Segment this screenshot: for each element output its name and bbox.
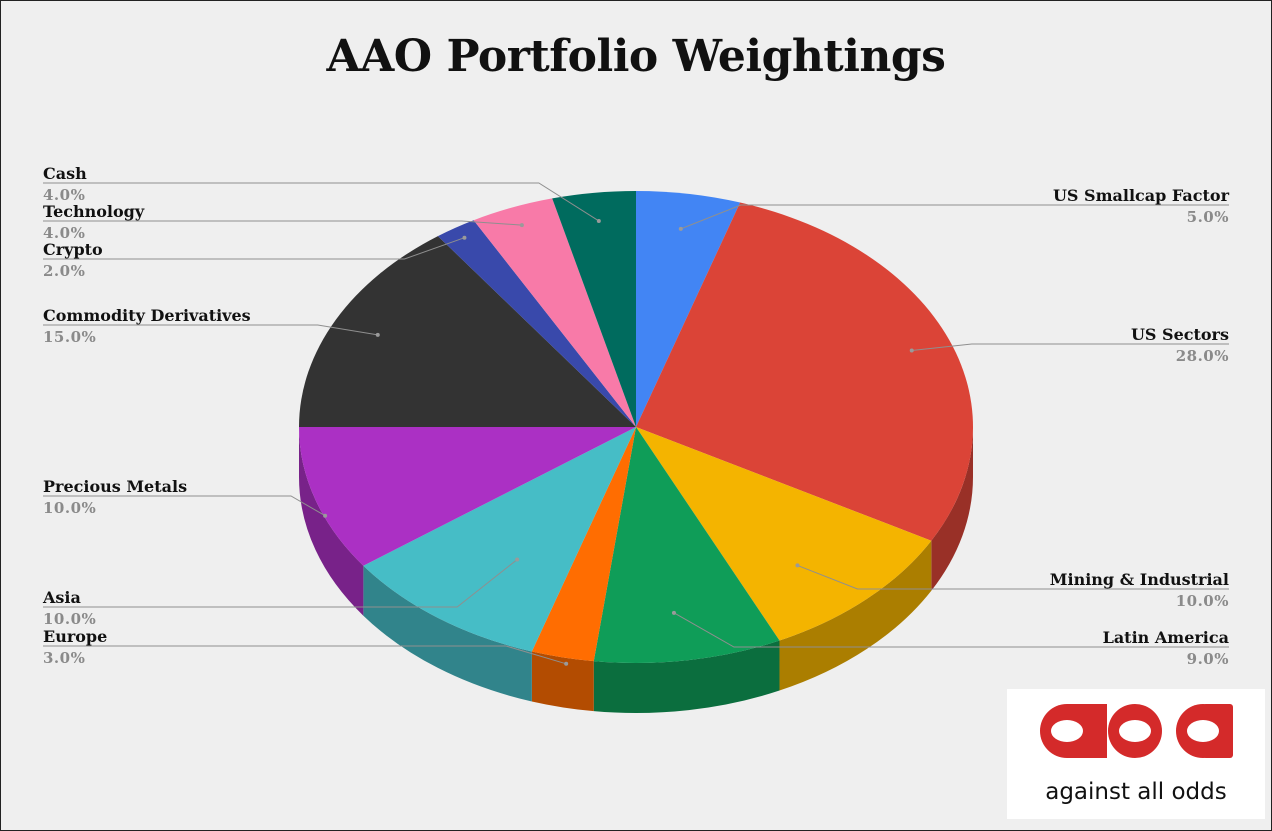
label-technology: Technology xyxy=(43,202,145,221)
label-crypto: Crypto xyxy=(43,240,103,259)
value-precious-metals: 10.0% xyxy=(43,499,96,517)
slice-side-precious-metals xyxy=(299,427,364,616)
slice-precious-metals[interactable] xyxy=(299,427,636,566)
slice-side-europe xyxy=(531,651,594,712)
slice-crypto[interactable] xyxy=(437,220,636,427)
leader-line-latin-america xyxy=(673,612,1229,648)
slice-side-us-sectors xyxy=(931,427,973,591)
value-us-sectors: 28.0% xyxy=(1176,347,1229,365)
label-commodity-derivatives: Commodity Derivatives xyxy=(43,306,251,325)
leader-line-cash xyxy=(43,182,600,222)
leader-line-technology xyxy=(43,220,522,226)
leader-dot-precious-metals xyxy=(323,513,328,518)
leader-line-commodity-derivatives xyxy=(43,324,378,336)
leader-line-europe xyxy=(43,645,567,665)
label-europe: Europe xyxy=(43,627,107,646)
slice-technology[interactable] xyxy=(473,198,636,427)
aao-logo: against all odds xyxy=(1007,689,1265,819)
value-asia: 10.0% xyxy=(43,610,96,628)
leader-dot-latin-america xyxy=(671,610,676,615)
leader-dot-europe xyxy=(564,661,569,666)
label-asia: Asia xyxy=(42,588,81,607)
value-latin-america: 9.0% xyxy=(1187,650,1229,668)
value-us-smallcap-factor: 5.0% xyxy=(1187,208,1229,226)
leader-line-precious-metals xyxy=(43,495,326,517)
leader-dot-cash xyxy=(596,218,601,223)
slice-side-latin-america xyxy=(593,640,780,713)
label-cash: Cash xyxy=(43,164,87,183)
value-europe: 3.0% xyxy=(43,649,85,667)
leader-line-crypto xyxy=(43,237,465,260)
leader-dot-us-sectors xyxy=(909,348,914,353)
label-latin-america: Latin America xyxy=(1103,628,1229,647)
label-mining-industrial: Mining & Industrial xyxy=(1050,570,1229,589)
slice-side-mining-industrial xyxy=(779,540,932,691)
label-us-smallcap-factor: US Smallcap Factor xyxy=(1053,186,1230,205)
leader-dot-mining-industrial xyxy=(795,563,800,568)
leader-line-asia xyxy=(43,559,518,608)
slice-mining-industrial[interactable] xyxy=(636,427,932,641)
slice-europe[interactable] xyxy=(531,427,636,662)
leader-line-mining-industrial xyxy=(797,564,1229,590)
value-technology: 4.0% xyxy=(43,224,85,242)
leader-dot-technology xyxy=(519,223,524,228)
slice-us-smallcap-factor[interactable] xyxy=(636,191,741,427)
slice-cash[interactable] xyxy=(552,191,636,427)
leader-line-us-sectors xyxy=(911,343,1229,352)
leader-dot-asia xyxy=(515,557,520,562)
slice-side-asia xyxy=(363,565,532,702)
label-us-sectors: US Sectors xyxy=(1131,325,1229,344)
label-precious-metals: Precious Metals xyxy=(43,477,187,496)
leader-dot-crypto xyxy=(462,235,467,240)
value-cash: 4.0% xyxy=(43,186,85,204)
slice-commodity-derivatives[interactable] xyxy=(299,236,636,427)
value-mining-industrial: 10.0% xyxy=(1176,592,1229,610)
leader-dot-us-smallcap-factor xyxy=(678,226,683,231)
logo-wordmark: against all odds xyxy=(1045,779,1227,805)
value-commodity-derivatives: 15.0% xyxy=(43,328,96,346)
slice-us-sectors[interactable] xyxy=(636,202,973,541)
slice-latin-america[interactable] xyxy=(593,427,780,663)
chart-title: AAO Portfolio Weightings xyxy=(326,31,946,82)
aao-logo-mark xyxy=(1040,704,1233,758)
value-crypto: 2.0% xyxy=(43,262,85,280)
leader-line-us-smallcap-factor xyxy=(680,204,1229,230)
leader-dot-commodity-derivatives xyxy=(375,332,380,337)
slice-asia[interactable] xyxy=(363,427,636,652)
